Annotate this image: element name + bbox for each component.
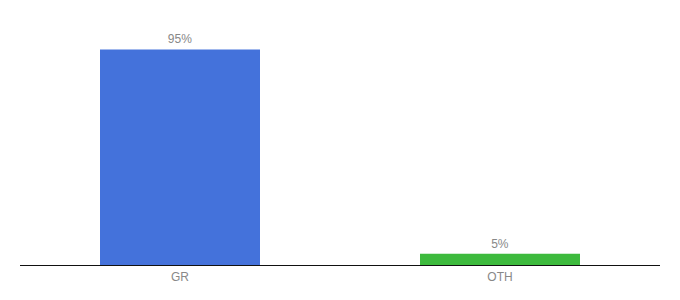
svg-text:OTH: OTH [487,270,512,284]
svg-text:GR: GR [171,270,189,284]
svg-text:95%: 95% [168,32,192,46]
svg-text:5%: 5% [491,237,509,251]
